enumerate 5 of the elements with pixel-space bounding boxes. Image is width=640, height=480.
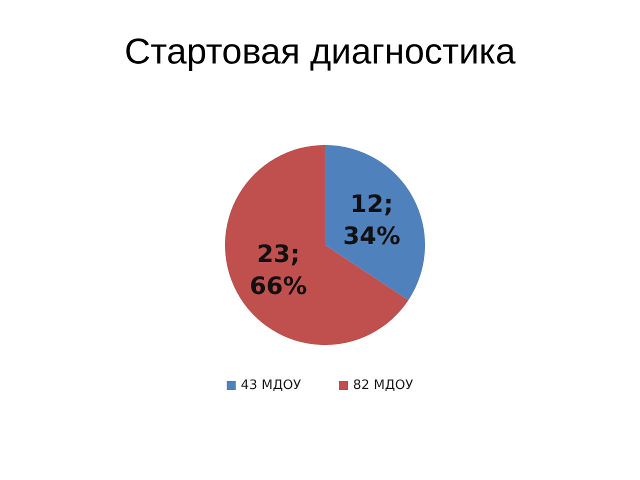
data-label: 23; 66% [250, 240, 308, 300]
chart-title: Стартовая диагностика [124, 30, 516, 72]
legend-label: 43 МДОУ [240, 378, 302, 393]
data-label: 12; 34% [342, 190, 400, 250]
legend-label: 82 МДОУ [353, 378, 414, 393]
